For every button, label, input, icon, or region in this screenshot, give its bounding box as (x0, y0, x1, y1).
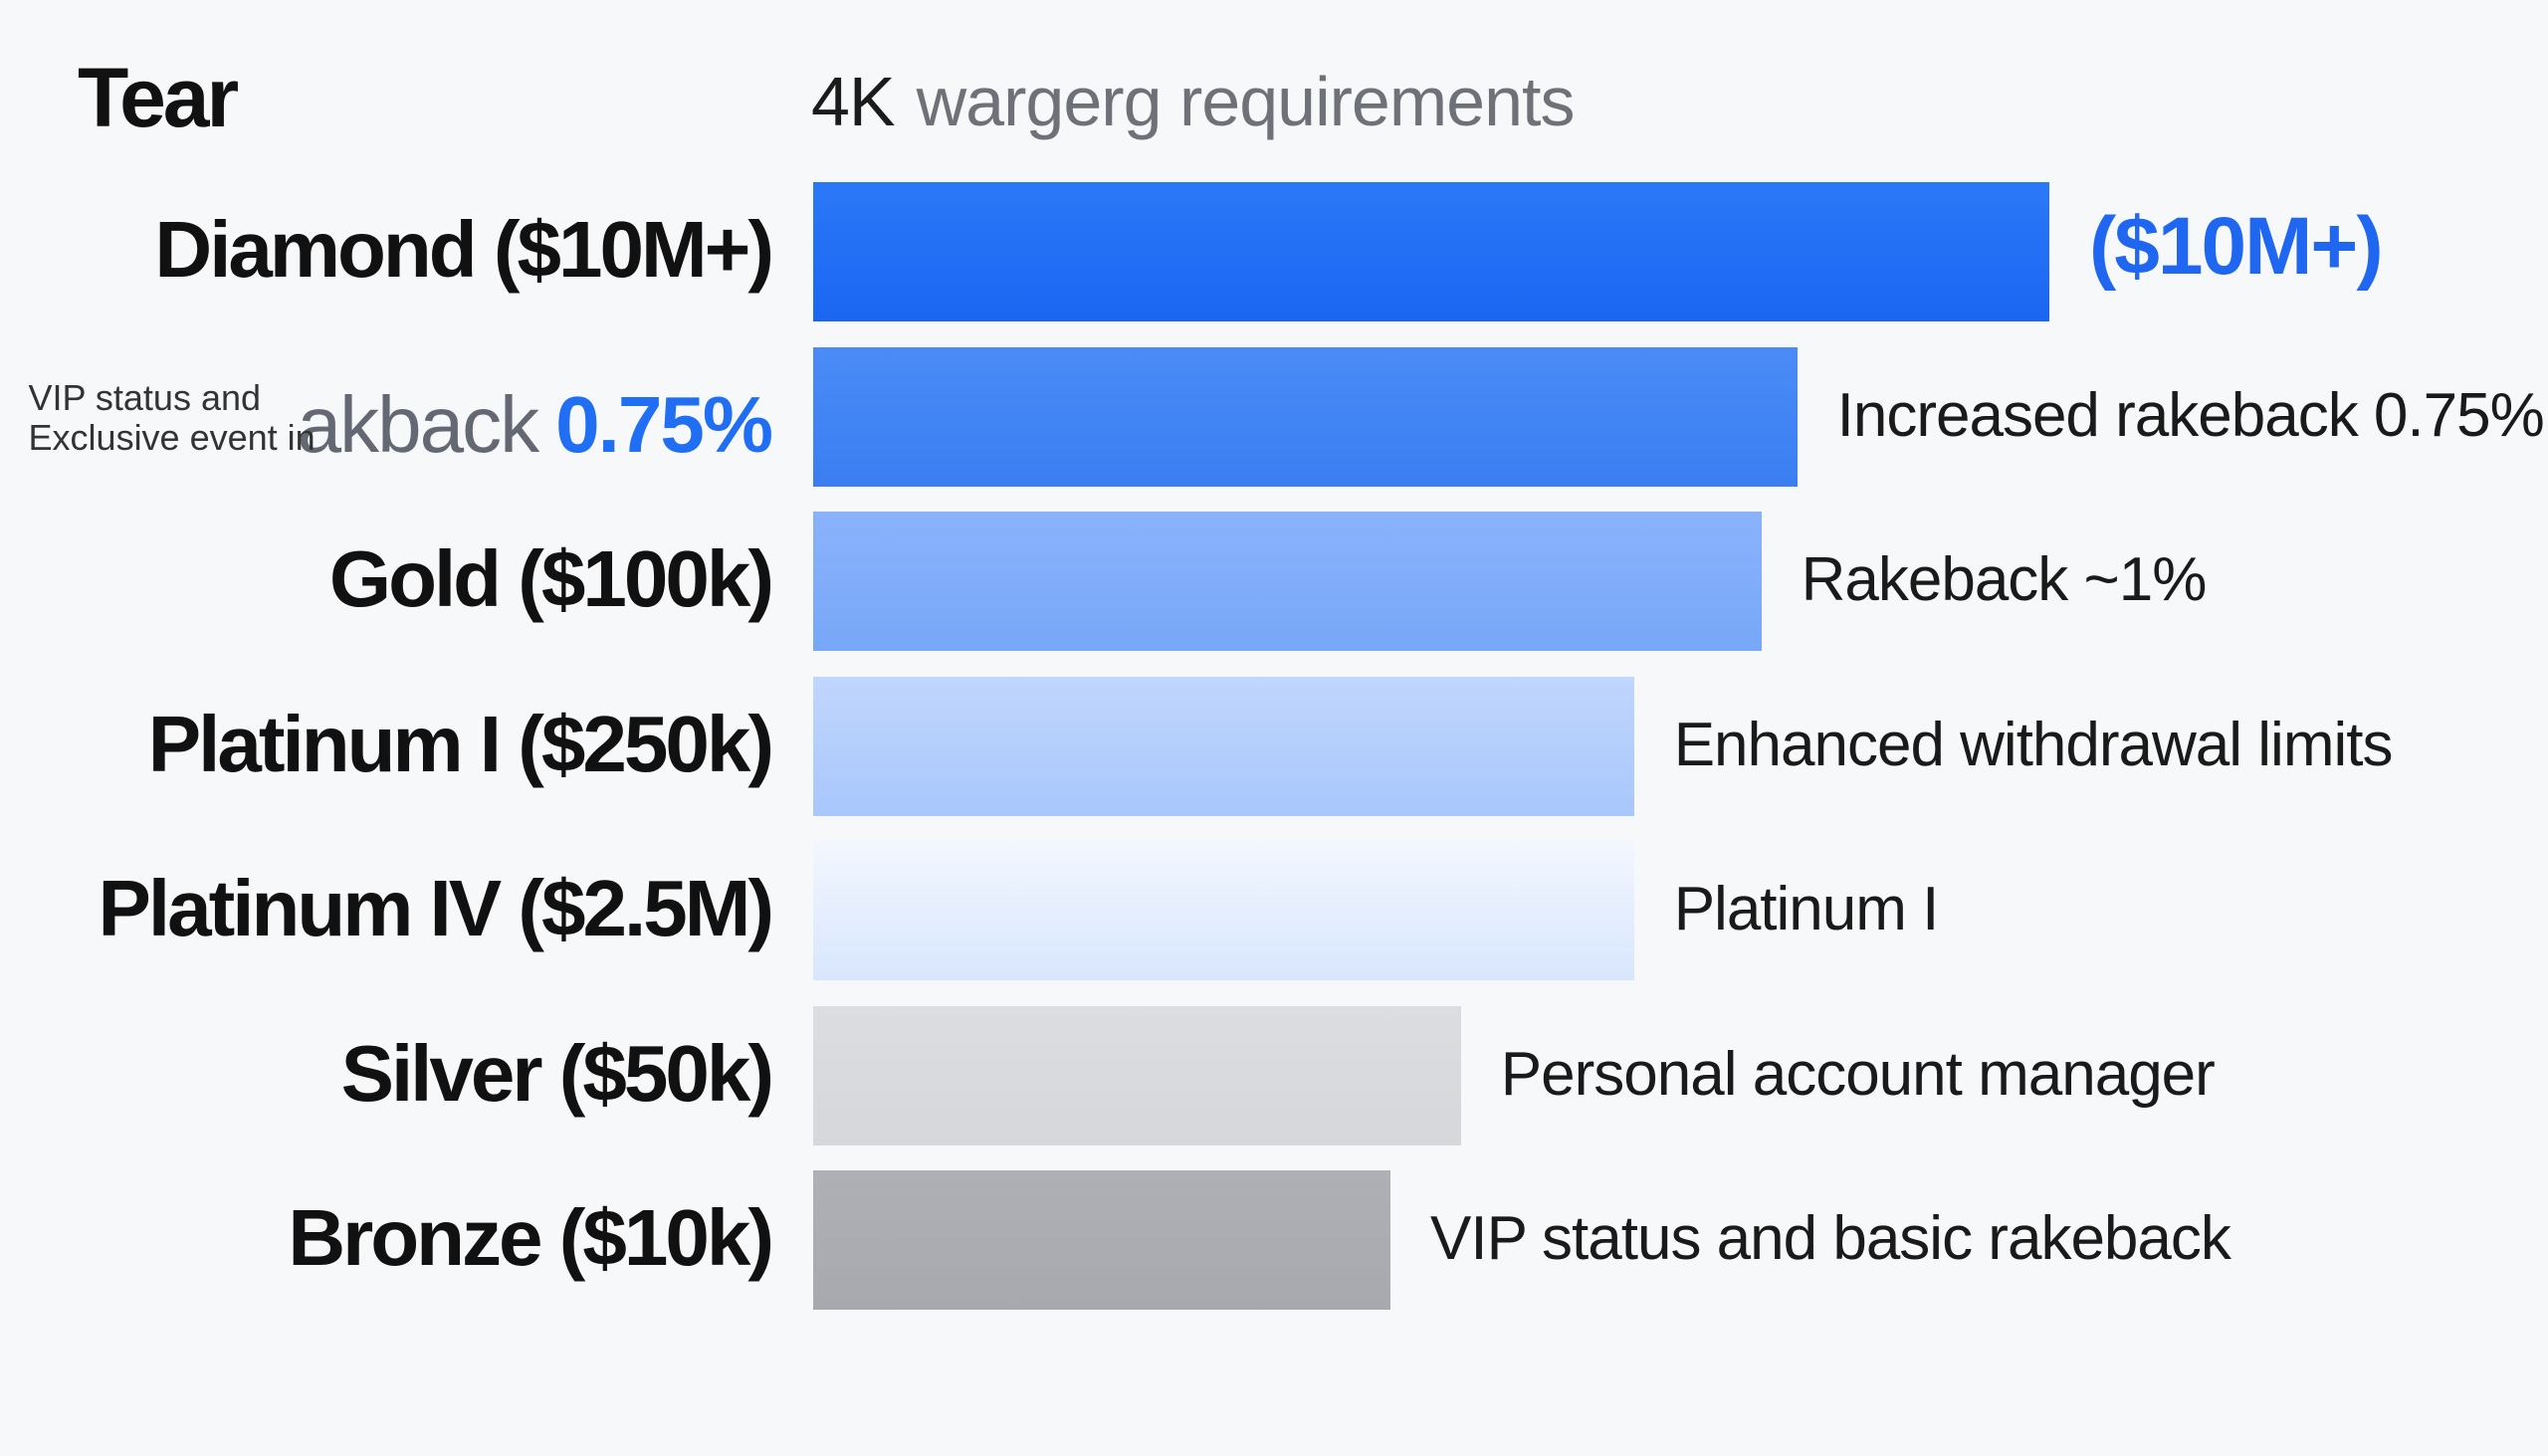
tier-column-header: Tear (78, 51, 239, 144)
tier-label: Diamond ($10M+) (154, 205, 774, 294)
tier-benefit-label: Enhanced withdrawal limits (1673, 710, 2394, 779)
tier-bar (813, 1005, 1461, 1145)
tier-label: Platinum I ($250k) (147, 699, 774, 788)
overlay-line-2: Exclusive event in (28, 417, 316, 459)
tier-bar (813, 182, 2049, 321)
tier-benefit-label: Personal account manager (1500, 1039, 2216, 1109)
tier-label: Platinum IV ($2.5M) (98, 864, 774, 952)
overlay-line-1: VIP status and (28, 377, 262, 418)
tier-label-fragment: akback (297, 379, 539, 469)
bar-value-label: ($10M+) (2089, 201, 2384, 292)
tier-bar (813, 512, 1762, 651)
tier-bar (813, 841, 1634, 980)
tier-label: Bronze ($10k) (288, 1193, 774, 1282)
tier-label-overlay-text: VIP status and Exclusive event in (28, 377, 316, 465)
tier-benefit-label: VIP status and basic rakeback (1430, 1204, 2231, 1273)
tier-bar (813, 346, 1798, 487)
tier-label-row-2: VIP status and Exclusive event in akback… (28, 377, 773, 469)
tier-label: Gold ($100k) (328, 534, 774, 623)
tier-benefit-label: Rakeback ~1% (1801, 545, 2208, 614)
requirements-header-strong: 4K (811, 63, 896, 140)
requirements-header-rest: wargerg requirements (916, 63, 1576, 140)
tier-benefit-label: Platinum I (1673, 875, 1940, 943)
tier-label-percentage: 0.75% (555, 379, 773, 469)
tier-bar (813, 1170, 1390, 1310)
tier-label: Silver ($50k) (340, 1028, 774, 1118)
requirements-column-header: 4K wargerg requirements (811, 62, 1576, 141)
tier-benefit-label: Increased rakeback 0.75% (1836, 380, 2545, 450)
tier-bar (813, 676, 1634, 816)
